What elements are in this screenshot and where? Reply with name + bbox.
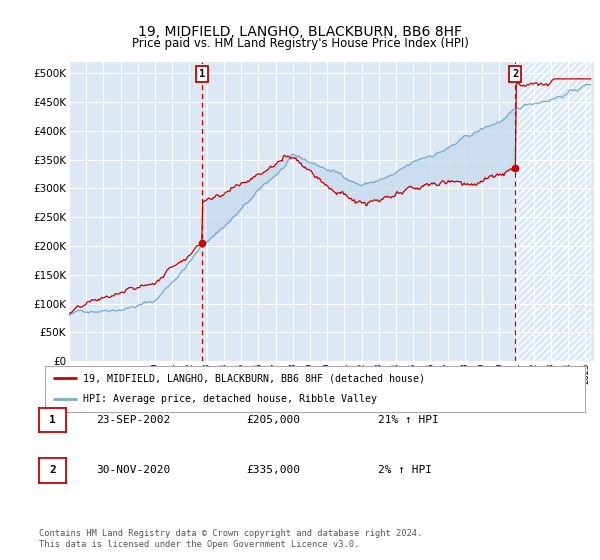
Text: 23-SEP-2002: 23-SEP-2002 xyxy=(96,415,170,425)
Text: Price paid vs. HM Land Registry's House Price Index (HPI): Price paid vs. HM Land Registry's House … xyxy=(131,36,469,50)
Text: 19, MIDFIELD, LANGHO, BLACKBURN, BB6 8HF (detached house): 19, MIDFIELD, LANGHO, BLACKBURN, BB6 8HF… xyxy=(83,373,425,383)
Text: 2% ↑ HPI: 2% ↑ HPI xyxy=(378,465,432,475)
Text: £205,000: £205,000 xyxy=(246,415,300,425)
Text: 2: 2 xyxy=(49,465,56,475)
Text: 1: 1 xyxy=(49,415,56,425)
Text: 1: 1 xyxy=(199,69,205,79)
Text: 21% ↑ HPI: 21% ↑ HPI xyxy=(378,415,439,425)
Text: 2: 2 xyxy=(512,69,518,79)
Text: HPI: Average price, detached house, Ribble Valley: HPI: Average price, detached house, Ribb… xyxy=(83,394,377,404)
Text: 30-NOV-2020: 30-NOV-2020 xyxy=(96,465,170,475)
Text: Contains HM Land Registry data © Crown copyright and database right 2024.
This d: Contains HM Land Registry data © Crown c… xyxy=(39,529,422,549)
Text: 19, MIDFIELD, LANGHO, BLACKBURN, BB6 8HF: 19, MIDFIELD, LANGHO, BLACKBURN, BB6 8HF xyxy=(138,25,462,39)
Text: £335,000: £335,000 xyxy=(246,465,300,475)
